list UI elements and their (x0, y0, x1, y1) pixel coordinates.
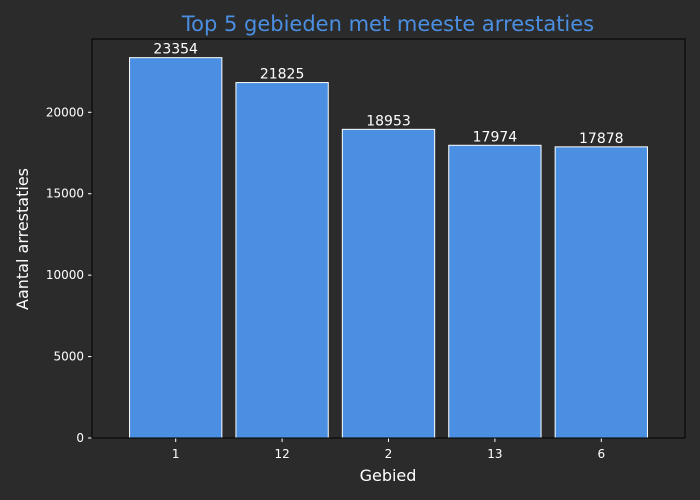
x-tick-label: 12 (274, 447, 289, 461)
bar-2 (341, 128, 436, 439)
bar-6 (554, 146, 648, 439)
x-tick-label: 2 (385, 447, 393, 461)
data-label-2: 18953 (366, 113, 411, 129)
x-axis-title: Gebied (360, 466, 417, 485)
y-tick-label: 10000 (46, 268, 84, 282)
data-label-13: 17974 (473, 129, 518, 145)
x-tick-label: 6 (597, 447, 605, 461)
bar-12 (235, 82, 329, 439)
data-label-1: 23354 (153, 42, 198, 58)
x-tick-label: 1 (172, 447, 180, 461)
plot-area: 23354 1 21825 12 18953 2 17974 13 17878 6 0 5000 100… (46, 38, 686, 461)
data-label-12: 21825 (260, 67, 305, 83)
bar-13 (448, 144, 542, 439)
data-label-6: 17878 (579, 131, 624, 147)
chart-title: Top 5 gebieden met meeste arrestaties (181, 12, 594, 36)
y-tick-label: 5000 (53, 350, 84, 364)
y-axis-title: Aantal arrestaties (13, 168, 32, 310)
x-tick-label: 13 (487, 447, 502, 461)
y-tick-label: 20000 (46, 105, 84, 119)
y-tick-label: 15000 (46, 187, 84, 201)
y-tick-label: 0 (76, 431, 84, 445)
bar-1 (129, 57, 223, 439)
axes-frame (91, 38, 686, 439)
